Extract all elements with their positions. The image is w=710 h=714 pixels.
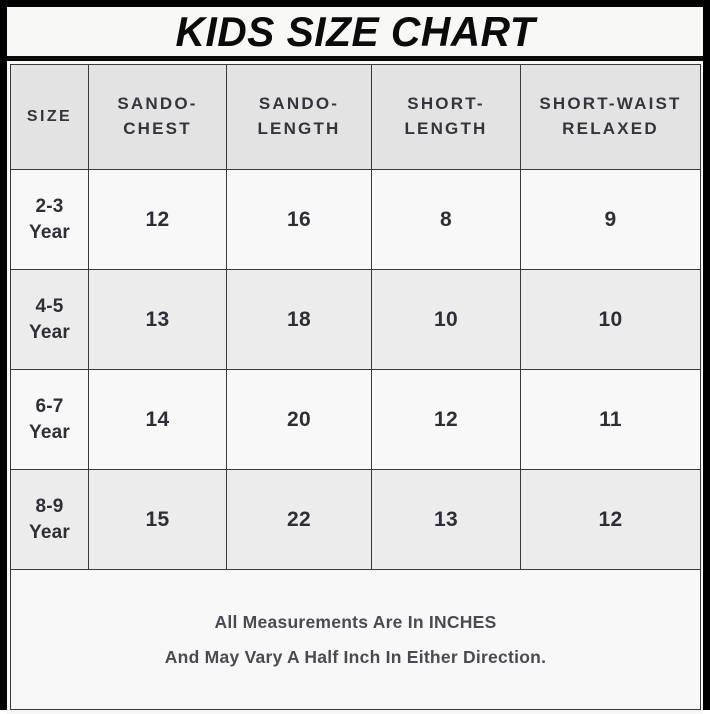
size-cell: 8-9 Year	[10, 469, 89, 570]
cell-sando-chest: 12	[88, 169, 227, 270]
page-title: KIDS SIZE CHART	[175, 7, 535, 55]
title-band: KIDS SIZE CHART	[7, 7, 703, 61]
note-line-1: All Measurements Are In INCHES	[214, 612, 497, 633]
size-range: 2-3	[35, 195, 64, 217]
size-cell: 4-5 Year	[10, 269, 89, 370]
table-row: 2-3 Year 12 16 8 9	[10, 169, 701, 270]
size-unit: Year	[29, 421, 70, 443]
cell-short-waist-relaxed: 11	[520, 369, 701, 470]
cell-short-length: 10	[371, 269, 521, 370]
header-line: CHEST	[123, 119, 192, 138]
header-line: LENGTH	[257, 119, 341, 138]
size-unit: Year	[29, 321, 70, 343]
column-header-size: SIZE	[10, 64, 89, 170]
cell-short-waist-relaxed: 9	[520, 169, 701, 270]
size-range: 6-7	[35, 395, 64, 417]
cell-sando-chest: 15	[88, 469, 227, 570]
header-line: SANDO-	[117, 94, 198, 114]
size-unit: Year	[29, 521, 70, 543]
cell-short-waist-relaxed: 10	[520, 269, 701, 370]
table-row: 6-7 Year 14 20 12 11	[10, 369, 701, 470]
column-header-sando-length: SANDO- LENGTH	[226, 64, 372, 170]
cell-sando-length: 16	[226, 169, 372, 270]
column-header-sando-chest: SANDO- CHEST	[88, 64, 227, 170]
size-cell: 2-3 Year	[10, 169, 89, 270]
table-row: 4-5 Year 13 18 10 10	[10, 269, 701, 370]
header-line: SHORT-WAIST	[539, 94, 682, 114]
size-chart-table: SIZE SANDO- CHEST SANDO- LENGTH SHORT-	[10, 64, 701, 710]
header-line: RELAXED	[562, 119, 659, 138]
size-unit: Year	[29, 221, 70, 243]
table-footer: All Measurements Are In INCHES And May V…	[10, 569, 701, 710]
header-line: SANDO-	[258, 94, 340, 114]
table-header: SIZE SANDO- CHEST SANDO- LENGTH SHORT-	[10, 64, 701, 170]
cell-sando-length: 22	[226, 469, 372, 570]
column-header-short-length: SHORT- LENGTH	[371, 64, 521, 170]
column-header-short-waist-relaxed: SHORT-WAIST RELAXED	[520, 64, 701, 170]
cell-sando-chest: 14	[88, 369, 227, 470]
note-line-2: And May Vary A Half Inch In Either Direc…	[164, 646, 547, 667]
header-line: SHORT-	[407, 94, 485, 114]
size-cell: 6-7 Year	[10, 369, 89, 470]
cell-short-length: 12	[371, 369, 521, 470]
measurement-note: All Measurements Are In INCHES And May V…	[10, 569, 701, 710]
footer-row: All Measurements Are In INCHES And May V…	[10, 569, 701, 710]
cell-short-length: 13	[371, 469, 521, 570]
table-row: 8-9 Year 15 22 13 12	[10, 469, 701, 570]
table-wrapper: SIZE SANDO- CHEST SANDO- LENGTH SHORT-	[7, 61, 703, 714]
cell-short-length: 8	[371, 169, 521, 270]
header-row: SIZE SANDO- CHEST SANDO- LENGTH SHORT-	[10, 64, 701, 170]
cell-sando-length: 20	[226, 369, 372, 470]
size-chart-inner: KIDS SIZE CHART SIZE	[7, 7, 703, 714]
header-line: SIZE	[26, 108, 73, 126]
size-range: 4-5	[35, 295, 64, 317]
cell-short-waist-relaxed: 12	[520, 469, 701, 570]
cell-sando-chest: 13	[88, 269, 227, 370]
size-range: 8-9	[35, 495, 64, 517]
header-line: LENGTH	[404, 119, 488, 138]
cell-sando-length: 18	[226, 269, 372, 370]
table-body: 2-3 Year 12 16 8 9 4-5 Year 13	[10, 169, 701, 570]
